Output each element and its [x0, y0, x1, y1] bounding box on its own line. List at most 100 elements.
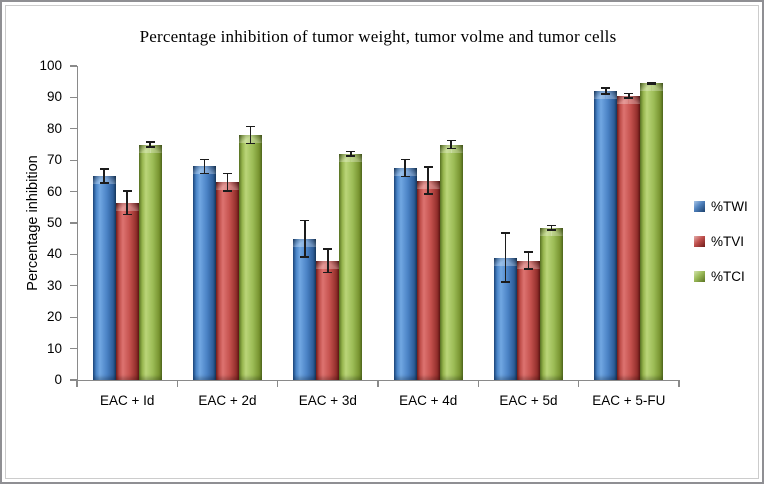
error-bar-cap-bottom — [501, 281, 510, 283]
error-bar — [323, 248, 333, 274]
legend-item-TWI: %TWI — [694, 199, 748, 214]
error-bar-line — [628, 92, 630, 99]
error-bar — [246, 125, 255, 145]
bar-TWI-EAC + 3d — [293, 238, 317, 380]
bar-TCI-EAC + 3d — [339, 153, 363, 380]
y-axis-tick — [70, 285, 77, 287]
legend-label: %TWI — [711, 199, 748, 214]
error-bar-line — [304, 219, 306, 258]
error-bar — [547, 224, 556, 231]
error-bar-cap-top — [524, 251, 533, 253]
error-bar-cap-bottom — [200, 172, 209, 175]
error-bar-cap-top — [423, 166, 433, 169]
x-axis-tick — [276, 381, 279, 387]
error-bar — [223, 172, 232, 192]
error-bar-line — [249, 125, 252, 145]
error-bar-line — [226, 172, 229, 192]
bar-TVI-EAC + 5d — [517, 260, 540, 380]
x-axis-tick — [477, 381, 480, 387]
x-axis-tick — [577, 381, 580, 387]
legend-label: %TVI — [711, 234, 745, 249]
bar-TVI-EAC + 2d — [216, 182, 239, 380]
error-bar — [524, 251, 533, 271]
y-tick-label: 0 — [54, 372, 62, 387]
error-bar-cap-bottom — [223, 189, 232, 192]
plot-area — [77, 66, 680, 381]
bar-TCI-EAC + 2d — [239, 135, 262, 380]
y-axis-tick — [70, 96, 77, 99]
error-bar-cap-bottom — [323, 271, 333, 274]
error-bar-cap-top — [200, 158, 209, 161]
error-bar — [446, 139, 456, 150]
bar-TVI-EAC + 3d — [316, 260, 340, 380]
y-tick-label: 70 — [46, 152, 62, 168]
error-bar-cap-top — [323, 248, 333, 250]
y-axis-tick — [70, 65, 77, 67]
error-bar — [400, 158, 410, 178]
error-bar — [122, 190, 132, 216]
y-axis-tick — [70, 316, 77, 318]
chart-title: Percentage inhibition of tumor weight, t… — [139, 27, 617, 46]
bar-TWI-EAC + 2d — [193, 166, 216, 380]
bar-TWI-EAC + Id — [92, 175, 116, 380]
error-bar — [647, 81, 657, 85]
error-bar — [601, 87, 611, 95]
bar-TCI-EAC + 5-FU — [640, 83, 664, 380]
x-axis-tick — [678, 381, 680, 387]
error-bar-line — [203, 158, 206, 175]
error-bar-cap-bottom — [601, 93, 611, 95]
legend-label: %TCI — [711, 269, 745, 284]
y-axis-tick — [70, 379, 77, 381]
category-label: EAC + 4d — [399, 393, 458, 408]
y-axis-tick — [70, 128, 77, 130]
error-bar-cap-bottom — [524, 268, 533, 271]
error-bar-line — [350, 150, 352, 158]
error-bar-line — [427, 166, 429, 195]
error-bar-cap-bottom — [446, 147, 456, 150]
x-axis-tick — [76, 381, 78, 387]
error-bar-line — [126, 190, 128, 216]
category-label: EAC + 5d — [499, 393, 558, 408]
error-bar-cap-top — [547, 224, 556, 227]
category-label: EAC + 5-FU — [592, 393, 666, 408]
x-axis-tick — [377, 381, 379, 387]
bar-TVI-EAC + Id — [115, 202, 139, 380]
error-bar-line — [550, 224, 553, 231]
error-bar-cap-bottom — [624, 97, 634, 99]
y-tick-label: 30 — [46, 277, 62, 293]
error-bar-cap-top — [647, 81, 657, 84]
y-axis-tick — [70, 222, 77, 224]
y-axis-tick — [70, 347, 77, 350]
x-axis-tick — [176, 381, 179, 387]
error-bar-line — [605, 87, 607, 95]
y-tick-label: 80 — [46, 120, 62, 136]
error-bar-cap-bottom — [99, 182, 109, 184]
error-bar-cap-top — [300, 219, 310, 222]
y-tick-label: 40 — [46, 246, 62, 262]
error-bar-cap-top — [601, 87, 611, 89]
error-bar-cap-top — [145, 141, 155, 143]
y-tick-label: 20 — [46, 309, 62, 325]
legend-swatch-TWI — [694, 201, 705, 212]
error-bar-cap-top — [346, 150, 356, 153]
error-bar-cap-bottom — [145, 146, 155, 148]
bar-TVI-EAC + 5-FU — [617, 95, 641, 380]
error-bar-cap-top — [122, 190, 132, 192]
y-axis-tick — [70, 159, 77, 161]
legend: %TWI %TVI %TCI — [694, 199, 748, 304]
error-bar-line — [103, 168, 105, 184]
error-bar-cap-bottom — [547, 229, 556, 231]
error-bar — [501, 232, 510, 283]
legend-item-TVI: %TVI — [694, 234, 748, 249]
error-bar — [423, 166, 433, 195]
error-bar-line — [450, 139, 452, 150]
error-bar-cap-bottom — [423, 193, 433, 195]
bar-TCI-EAC + 4d — [439, 144, 463, 380]
y-axis-tick — [70, 190, 77, 193]
y-tick-label: 60 — [46, 183, 62, 199]
error-bar-cap-bottom — [246, 142, 255, 145]
bar-TWI-EAC + 4d — [393, 168, 417, 380]
y-tick-label: 50 — [46, 215, 62, 230]
